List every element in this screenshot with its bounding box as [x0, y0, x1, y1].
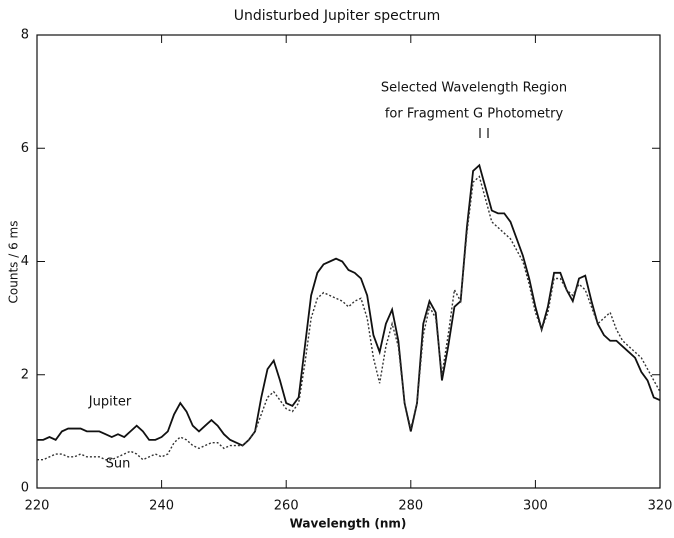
series-line	[37, 163, 661, 447]
y-tick-label: 4	[21, 254, 29, 269]
x-tick-label: 300	[523, 499, 548, 514]
x-tick-label: 240	[149, 499, 174, 514]
x-tick-label: 260	[274, 499, 299, 514]
series-label: Jupiter	[88, 395, 132, 410]
chart-title: Undisturbed Jupiter spectrum	[234, 8, 440, 24]
x-tick-label: 220	[25, 499, 50, 514]
annotation: Selected Wavelength Region	[381, 81, 567, 96]
x-axis-label: Wavelength (nm)	[290, 517, 407, 531]
y-tick-label: 6	[21, 141, 29, 156]
y-tick-label: 2	[21, 367, 29, 382]
plot-frame	[36, 34, 661, 489]
annotation: for Fragment G Photometry	[385, 107, 564, 122]
y-tick-label: 8	[21, 28, 29, 43]
series-line	[37, 175, 661, 461]
x-tick-label: 280	[398, 499, 423, 514]
y-tick-label: 0	[21, 481, 29, 496]
y-axis-label: Counts / 6 ms	[7, 221, 21, 304]
x-tick-label: 320	[648, 499, 673, 514]
series-label: Sun	[106, 457, 131, 472]
